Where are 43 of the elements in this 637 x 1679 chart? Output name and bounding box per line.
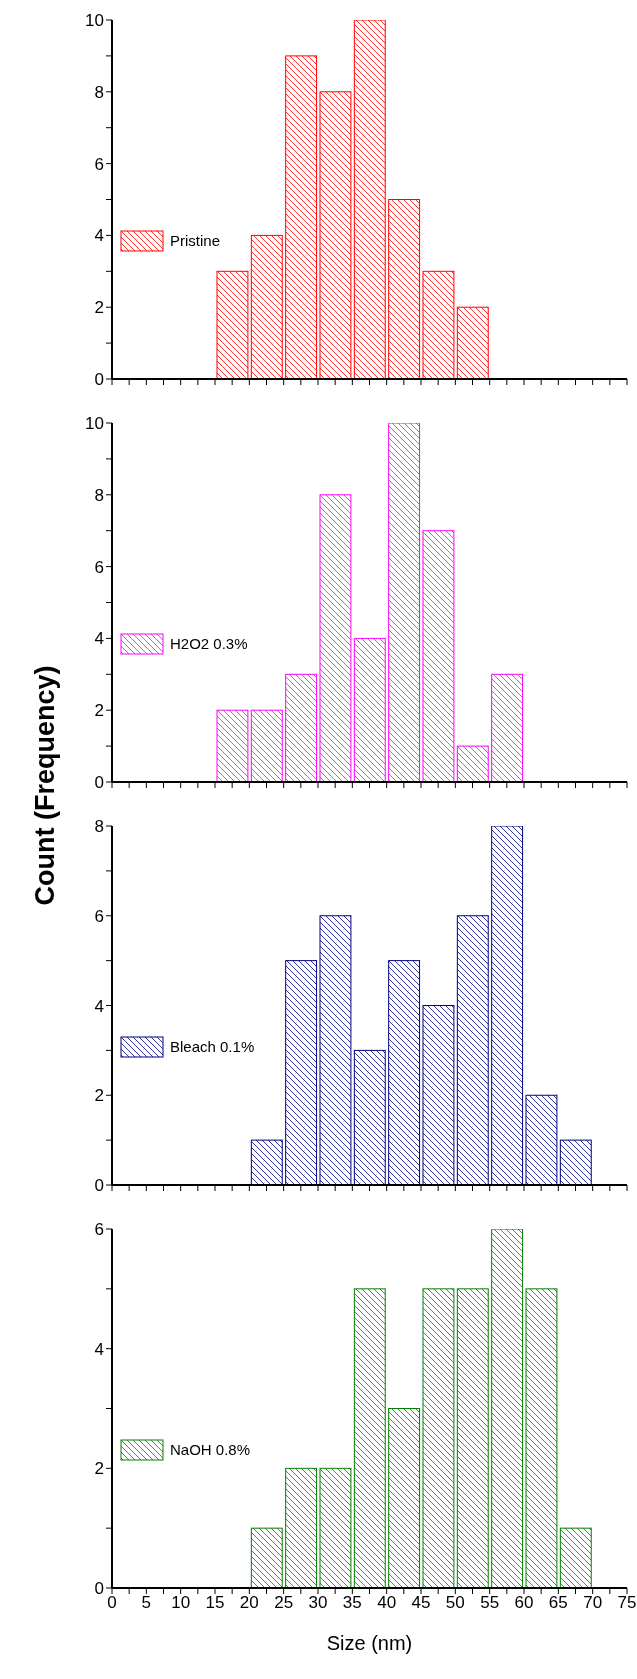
y-tick-label: 8 <box>94 485 104 505</box>
y-tick-label: 4 <box>94 1339 104 1359</box>
y-tick-label: 0 <box>94 773 104 793</box>
y-tick-label: 6 <box>94 154 104 174</box>
x-tick-label: 45 <box>411 1593 431 1613</box>
x-tick-label: 65 <box>548 1593 568 1613</box>
x-tick-label: 5 <box>141 1593 152 1613</box>
x-tick-label: 20 <box>239 1593 259 1613</box>
x-tick-label: 50 <box>445 1593 465 1613</box>
y-tick-label: 4 <box>94 629 104 649</box>
y-tick-label: 0 <box>94 1176 104 1196</box>
y-tick-label: 10 <box>85 11 104 31</box>
x-tick-label: 35 <box>342 1593 362 1613</box>
y-tick-label: 4 <box>94 226 104 246</box>
x-tick-label: 40 <box>377 1593 397 1613</box>
x-tick-label: 30 <box>308 1593 328 1613</box>
y-tick-label: 6 <box>94 1220 104 1240</box>
y-tick-label: 6 <box>94 906 104 926</box>
x-axis-title: Size (nm) <box>326 1632 413 1654</box>
y-tick-label: 2 <box>94 1459 104 1479</box>
x-tick-label: 70 <box>583 1593 603 1613</box>
x-tick-label: 75 <box>617 1593 637 1613</box>
x-tick-label: 10 <box>171 1593 191 1613</box>
y-tick-label: 0 <box>94 370 104 390</box>
y-tick-label: 4 <box>94 996 104 1016</box>
series-label: Pristine <box>170 232 221 250</box>
x-tick-label: 55 <box>480 1593 500 1613</box>
text: Bleach 0.1% <box>170 1038 255 1056</box>
y-tick-label: 8 <box>94 82 104 102</box>
x-tick-label: 25 <box>274 1593 294 1613</box>
text: NaOH 0.8% <box>170 1441 251 1459</box>
y-tick-label: 2 <box>94 1086 104 1106</box>
y-tick-label: 2 <box>94 701 104 721</box>
y-tick-label: 10 <box>85 414 104 434</box>
text: H2O2 0.3% <box>170 635 248 653</box>
y-tick-label: 2 <box>94 298 104 318</box>
x-tick-label: 0 <box>107 1593 117 1613</box>
x-tick-label: 15 <box>205 1593 225 1613</box>
y-axis-title: Count (Frequency) <box>29 665 61 905</box>
x-tick-label: 60 <box>514 1593 534 1613</box>
y-tick-label: 8 <box>94 817 104 837</box>
y-tick-label: 6 <box>94 557 104 577</box>
y-tick-label: 0 <box>94 1579 104 1599</box>
